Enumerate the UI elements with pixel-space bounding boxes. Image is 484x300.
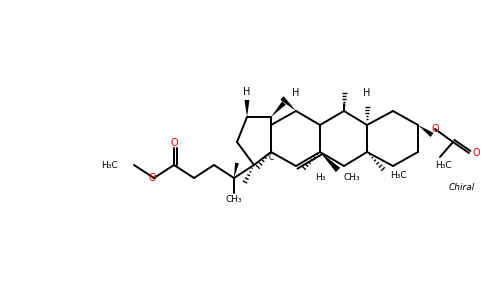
Polygon shape bbox=[234, 163, 239, 178]
Text: O: O bbox=[148, 173, 156, 183]
Text: H₃C: H₃C bbox=[435, 161, 452, 170]
Text: Chiral: Chiral bbox=[449, 182, 475, 191]
Polygon shape bbox=[320, 152, 340, 172]
Text: O: O bbox=[170, 138, 178, 148]
Polygon shape bbox=[271, 101, 286, 117]
Text: H₃C: H₃C bbox=[390, 172, 407, 181]
Polygon shape bbox=[244, 100, 249, 117]
Text: CH₃: CH₃ bbox=[344, 173, 361, 182]
Text: H: H bbox=[243, 87, 251, 97]
Text: C: C bbox=[268, 154, 273, 163]
Text: H: H bbox=[292, 88, 300, 98]
Text: CH₃: CH₃ bbox=[226, 196, 242, 205]
Polygon shape bbox=[280, 96, 296, 111]
Polygon shape bbox=[418, 125, 434, 137]
Text: O: O bbox=[431, 124, 439, 134]
Text: H: H bbox=[363, 88, 371, 98]
Text: O: O bbox=[472, 148, 480, 158]
Text: H₃: H₃ bbox=[316, 173, 326, 182]
Text: H₃C: H₃C bbox=[101, 160, 118, 169]
